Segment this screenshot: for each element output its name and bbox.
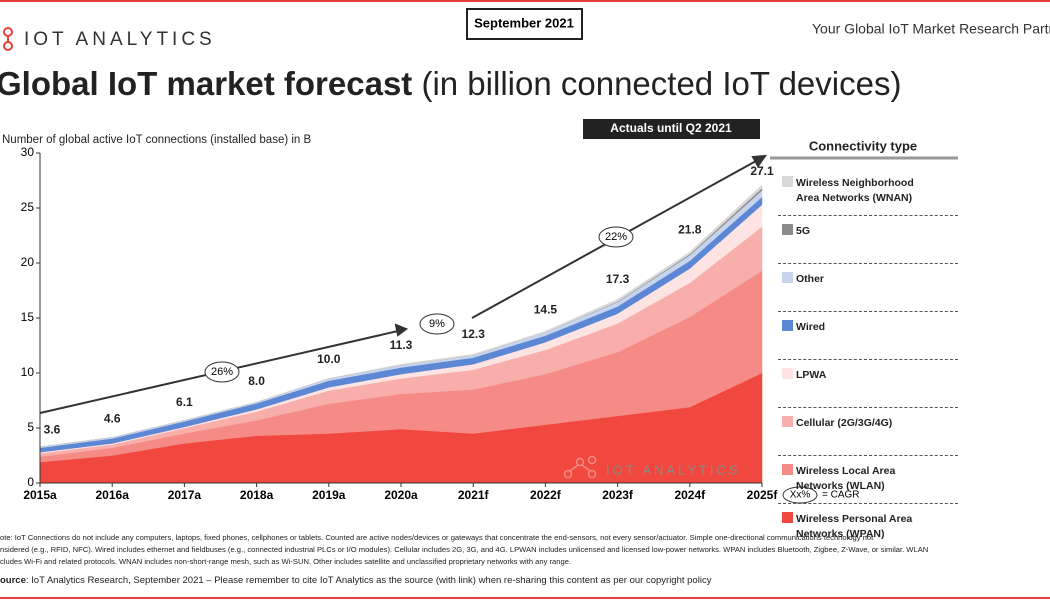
source-text: : IoT Analytics Research, September 2021… bbox=[25, 575, 712, 586]
y-tick-label: 0 bbox=[27, 475, 34, 489]
legend-label: Wired bbox=[796, 321, 826, 333]
title-bold: Global IoT market forecast bbox=[0, 65, 412, 102]
note-line: ote: IoT Connections do not include any … bbox=[0, 533, 874, 542]
cagr-group: 26% 9% 22% bbox=[204, 226, 634, 383]
plot: 0 5 10 15 20 25 30 2015a 2016a 2017a 2018a 2019a 202… bbox=[21, 145, 779, 502]
legend-entry: Wireless Personal Area Networks (WPAN) bbox=[778, 504, 958, 551]
x-tick-label: 2019a bbox=[312, 488, 346, 502]
logo-icon bbox=[3, 27, 13, 51]
legend-entry: Wireless Neighborhood Area Networks (WNA… bbox=[778, 168, 958, 216]
x-tick-label: 2021f bbox=[458, 488, 490, 502]
legend-entry: Other bbox=[778, 264, 958, 312]
legend-label: Cellular (2G/3G/4G) bbox=[796, 417, 893, 429]
date-box bbox=[466, 8, 583, 40]
watermark: IOT ANALYTICS bbox=[606, 462, 741, 477]
legend-label: 5G bbox=[796, 225, 811, 237]
watermark-icon bbox=[563, 455, 597, 479]
actuals-box bbox=[583, 119, 760, 139]
legend-entry: LPWA bbox=[778, 360, 958, 408]
legend-label: LPWA bbox=[796, 369, 827, 381]
legend-entry: 5G bbox=[778, 216, 958, 264]
x-tick-label: 2015a bbox=[23, 488, 57, 502]
note-line: nsidered (e.g., RFID, NFC). Wired includ… bbox=[0, 545, 929, 554]
y-tick-label: 5 bbox=[27, 420, 34, 434]
tagline: Your Global IoT Market Research Partn bbox=[812, 21, 1050, 37]
source-label: ource bbox=[0, 575, 26, 586]
legend-swatch bbox=[782, 224, 793, 235]
legend-label: Wireless Personal Area Networks (WPAN) bbox=[796, 513, 913, 540]
x-tick-label: 2020a bbox=[384, 488, 418, 502]
x-tick-label: 2022f bbox=[530, 488, 562, 502]
legend: Wireless Neighborhood Area Networks (WNA… bbox=[778, 168, 958, 551]
total-label: 14.5 bbox=[534, 303, 558, 317]
total-label: 11.3 bbox=[390, 338, 413, 352]
y-tick-label: 30 bbox=[21, 145, 35, 159]
total-label: 8.0 bbox=[248, 374, 265, 388]
x-tick-label: 2023f bbox=[602, 488, 634, 502]
legend-entry: Cellular (2G/3G/4G) bbox=[778, 408, 958, 456]
legend-swatch bbox=[782, 368, 793, 379]
note-line: cludes Wi-Fi and related protocols. WNAN… bbox=[0, 557, 572, 566]
y-tick-label: 15 bbox=[21, 310, 35, 324]
legend-title: Connectivity type bbox=[809, 138, 917, 153]
cagr-label: 26% bbox=[211, 366, 233, 378]
legend-swatch bbox=[782, 464, 793, 475]
legend-label: Wireless Local Area Networks (WLAN) bbox=[796, 465, 896, 492]
y-tick-label: 10 bbox=[21, 365, 35, 379]
actuals-note: Actuals until Q2 2021 bbox=[610, 121, 732, 135]
legend-swatch bbox=[782, 416, 793, 427]
legend-entry: Wireless Local Area Networks (WLAN) bbox=[778, 456, 958, 504]
area bbox=[39, 184, 763, 447]
cagr-key: Xx% bbox=[790, 490, 811, 501]
cagr-label: 9% bbox=[429, 318, 445, 330]
cagr-oval bbox=[419, 313, 455, 335]
legend-swatch bbox=[782, 512, 793, 523]
legend-swatch bbox=[782, 272, 793, 283]
date: September 2021 bbox=[474, 15, 574, 30]
y-tick-label: 25 bbox=[21, 200, 35, 214]
x-tick-label: 2016a bbox=[96, 488, 130, 502]
title-rest: (in billion connected IoT devices) bbox=[412, 65, 901, 102]
y-tick-label: 20 bbox=[21, 255, 35, 269]
y-axis-label: Number of global active IoT connections … bbox=[2, 134, 312, 146]
logo: IOT ANALYTICS bbox=[24, 29, 216, 50]
legend-swatch bbox=[782, 176, 793, 187]
x-tick-label: 2017a bbox=[168, 488, 202, 502]
total-label: 4.6 bbox=[104, 412, 121, 426]
cagr-oval bbox=[598, 226, 634, 248]
x-tick-label: 2024f bbox=[674, 488, 706, 502]
legend-swatch bbox=[782, 320, 793, 331]
total-label: 21.8 bbox=[678, 222, 702, 236]
cagr-label: 22% bbox=[605, 231, 627, 243]
legend-label: Wireless Neighborhood Area Networks (WNA… bbox=[796, 177, 914, 204]
cagr-key-text: = CAGR bbox=[822, 490, 860, 501]
total-label: 6.1 bbox=[176, 395, 193, 409]
cagr-oval bbox=[204, 361, 240, 383]
source: ource: IoT Analytics Research, September… bbox=[0, 575, 711, 586]
title: Global IoT market forecast (in billion c… bbox=[0, 65, 901, 102]
total-label: 12.3 bbox=[462, 327, 486, 341]
total-label: 27.1 bbox=[750, 164, 774, 178]
total-label: 17.3 bbox=[606, 272, 630, 286]
total-label: 10.0 bbox=[317, 352, 341, 366]
legend-label: Other bbox=[796, 273, 825, 285]
x-tick-label: 2025f bbox=[747, 488, 779, 502]
total-label: 3.6 bbox=[44, 423, 61, 437]
x-tick-label: 2018a bbox=[240, 488, 274, 502]
legend-entry: Wired bbox=[778, 312, 958, 360]
